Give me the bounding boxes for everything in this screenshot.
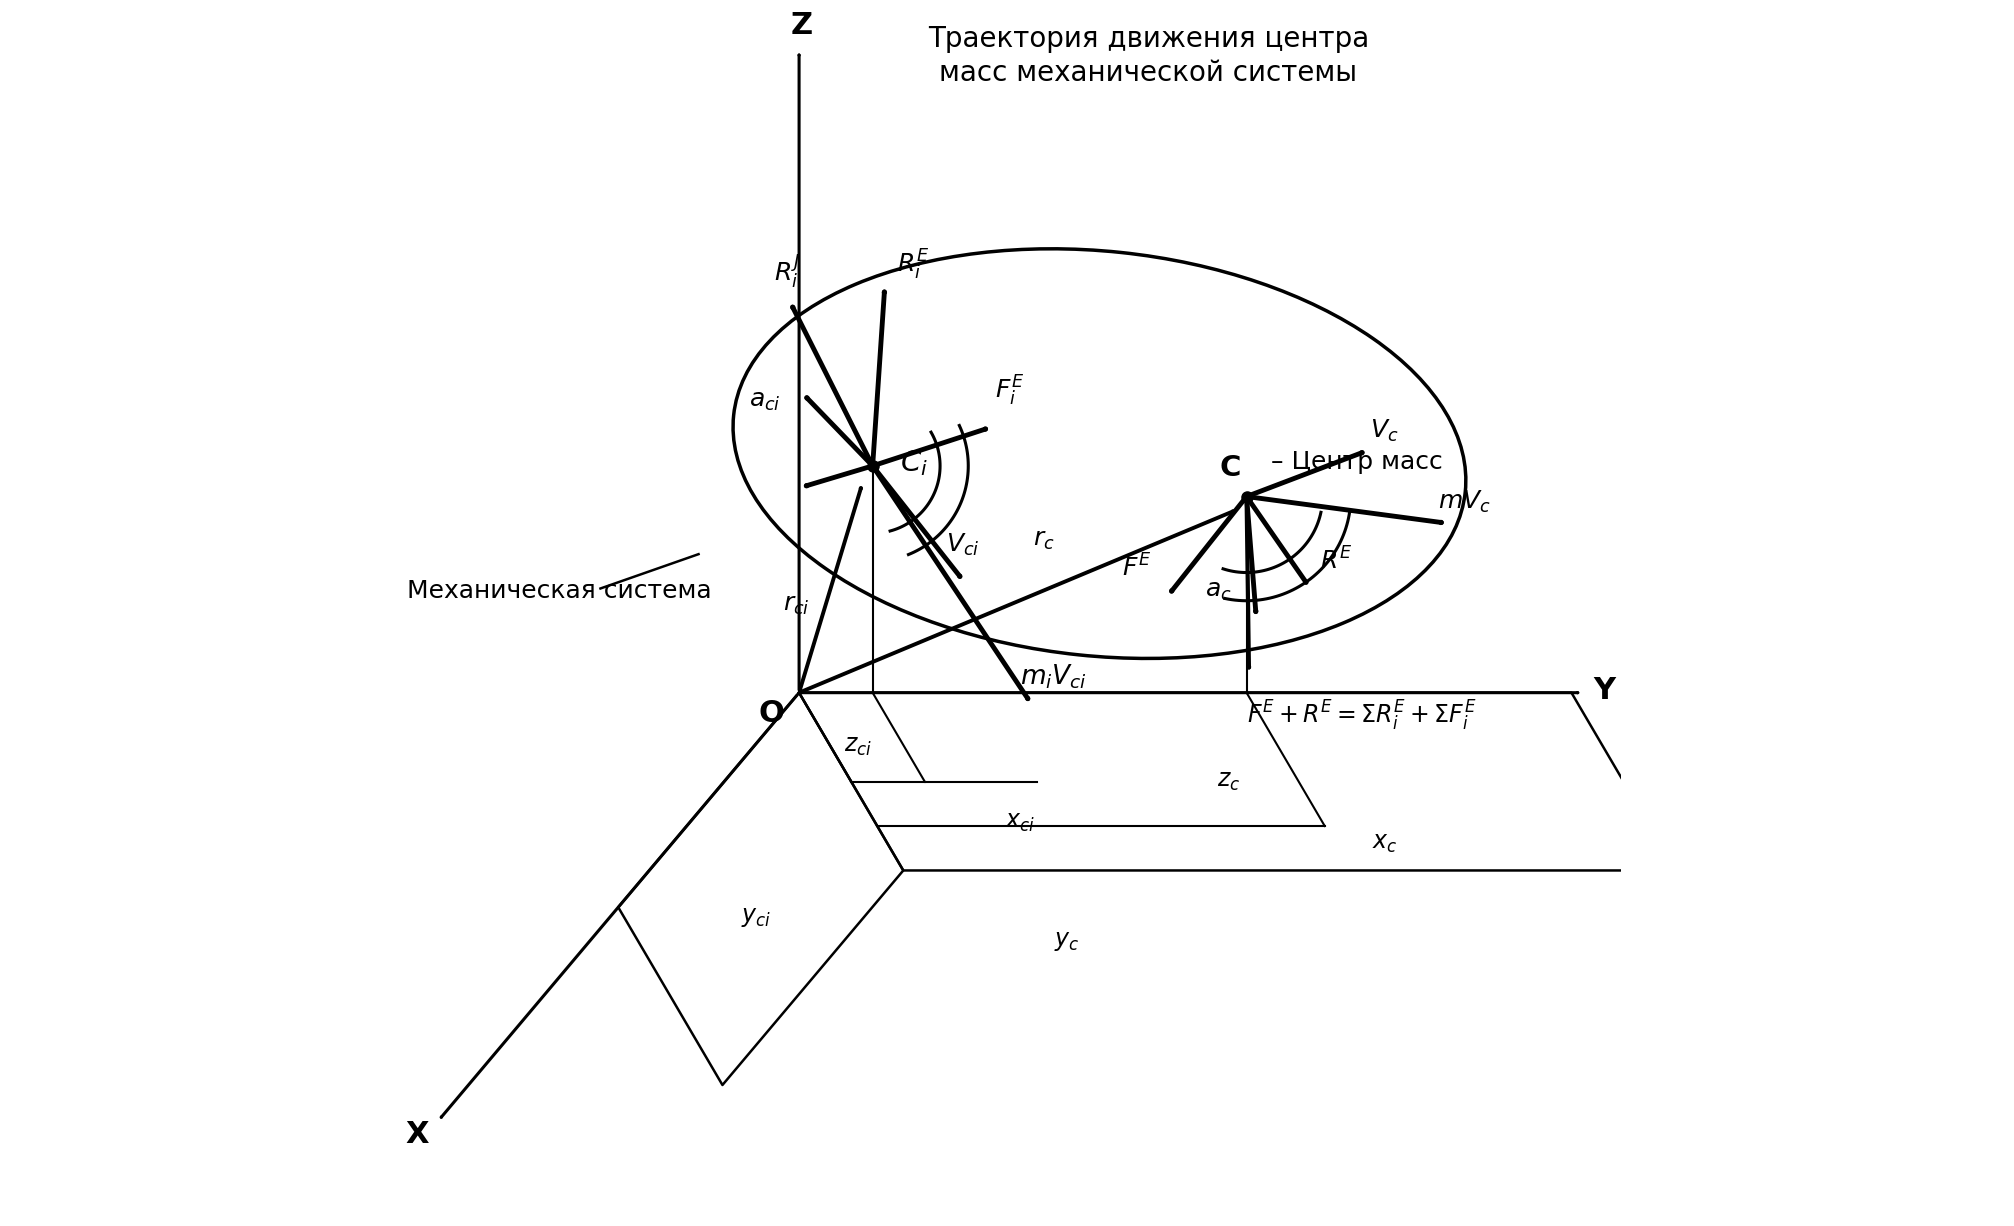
- Text: $V_c$: $V_c$: [1370, 418, 1398, 444]
- Text: $C_i$: $C_i$: [898, 449, 926, 478]
- Text: $a_{ci}$: $a_{ci}$: [749, 389, 779, 413]
- Text: $y_c$: $y_c$: [1053, 929, 1080, 954]
- Text: $y_{ci}$: $y_{ci}$: [741, 905, 771, 929]
- Text: C: C: [1218, 454, 1241, 482]
- Text: $F^E+R^E=\Sigma R_i^E+\Sigma F_i^E$: $F^E+R^E=\Sigma R_i^E+\Sigma F_i^E$: [1247, 699, 1476, 733]
- Text: $m_iV_{ci}$: $m_iV_{ci}$: [1019, 662, 1086, 690]
- Text: $F_i^E$: $F_i^E$: [995, 374, 1023, 408]
- Text: O: O: [757, 699, 783, 728]
- Text: $F^E$: $F^E$: [1122, 554, 1150, 581]
- Text: X: X: [405, 1119, 429, 1149]
- Text: $a_c$: $a_c$: [1204, 579, 1231, 603]
- Text: – Центр масс: – Центр масс: [1271, 450, 1442, 474]
- Text: $R^E$: $R^E$: [1319, 548, 1351, 575]
- Text: $r_{ci}$: $r_{ci}$: [783, 592, 810, 617]
- Text: Y: Y: [1593, 676, 1615, 705]
- Text: $z_c$: $z_c$: [1216, 769, 1239, 793]
- Text: Механическая система: Механическая система: [407, 579, 711, 603]
- Text: $z_{ci}$: $z_{ci}$: [844, 733, 872, 758]
- Text: Траектория движения центра
масс механической системы: Траектория движения центра масс механиче…: [926, 25, 1368, 87]
- Text: $x_c$: $x_c$: [1372, 830, 1398, 855]
- Text: $mV_c$: $mV_c$: [1438, 489, 1490, 515]
- Text: Z: Z: [789, 11, 812, 40]
- Text: $R_i^E$: $R_i^E$: [896, 248, 928, 282]
- Text: $r_c$: $r_c$: [1033, 527, 1055, 552]
- Text: $R_i^J$: $R_i^J$: [773, 254, 800, 292]
- Text: $x_{ci}$: $x_{ci}$: [1005, 809, 1035, 834]
- Text: $V_{ci}$: $V_{ci}$: [947, 532, 979, 558]
